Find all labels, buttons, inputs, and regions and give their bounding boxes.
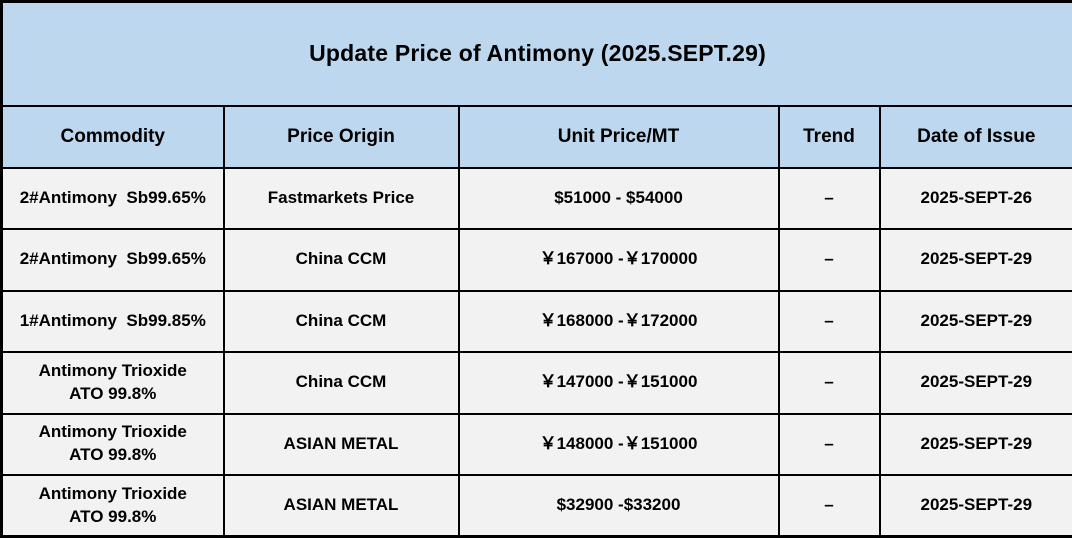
commodity-cell: 1#Antimony Sb99.85% [0, 289, 225, 353]
date-of-issue-cell: 2025-SEPT-29 [878, 351, 1072, 415]
date-of-issue-cell: 2025-SEPT-29 [878, 289, 1072, 353]
column-header-date-of-issue: Date of Issue [878, 104, 1072, 169]
table-row: Antimony Trioxide ATO 99.8% ASIAN METAL … [0, 412, 1072, 476]
trend-cell: – [777, 166, 881, 230]
commodity-cell: 2#Antimony Sb99.65% [0, 228, 225, 292]
page-title: Update Price of Antimony (2025.SEPT.29) [0, 0, 1072, 107]
commodity-cell: Antimony Trioxide ATO 99.8% [0, 474, 225, 538]
column-header-trend: Trend [777, 104, 881, 169]
trend-cell: – [777, 474, 881, 538]
price-origin-cell: ASIAN METAL [222, 412, 460, 476]
unit-price-cell: ￥167000 -￥170000 [457, 228, 780, 292]
table-row: 1#Antimony Sb99.85% China CCM ￥168000 -￥… [0, 289, 1072, 353]
table-row: Antimony Trioxide ATO 99.8% China CCM ￥1… [0, 351, 1072, 415]
trend-cell: – [777, 228, 881, 292]
price-origin-cell: ASIAN METAL [222, 474, 460, 538]
date-of-issue-cell: 2025-SEPT-29 [878, 412, 1072, 476]
table-row: 2#Antimony Sb99.65% Fastmarkets Price $5… [0, 166, 1072, 230]
unit-price-cell: $32900 -$33200 [457, 474, 780, 538]
trend-cell: – [777, 412, 881, 476]
title-row: Update Price of Antimony (2025.SEPT.29) [0, 0, 1072, 107]
price-origin-cell: China CCM [222, 228, 460, 292]
trend-cell: – [777, 351, 881, 415]
column-header-commodity: Commodity [0, 104, 225, 169]
price-origin-cell: China CCM [222, 289, 460, 353]
price-origin-cell: Fastmarkets Price [222, 166, 460, 230]
unit-price-cell: ￥168000 -￥172000 [457, 289, 780, 353]
column-header-price-origin: Price Origin [222, 104, 460, 169]
table-row: Antimony Trioxide ATO 99.8% ASIAN METAL … [0, 474, 1072, 538]
commodity-cell: 2#Antimony Sb99.65% [0, 166, 225, 230]
unit-price-cell: ￥147000 -￥151000 [457, 351, 780, 415]
commodity-cell: Antimony Trioxide ATO 99.8% [0, 351, 225, 415]
date-of-issue-cell: 2025-SEPT-29 [878, 474, 1072, 538]
unit-price-cell: ￥148000 -￥151000 [457, 412, 780, 476]
unit-price-cell: $51000 - $54000 [457, 166, 780, 230]
table-row: 2#Antimony Sb99.65% China CCM ￥167000 -￥… [0, 228, 1072, 292]
column-header-unit-price: Unit Price/MT [457, 104, 780, 169]
commodity-cell: Antimony Trioxide ATO 99.8% [0, 412, 225, 476]
date-of-issue-cell: 2025-SEPT-29 [878, 228, 1072, 292]
trend-cell: – [777, 289, 881, 353]
column-header-row: Commodity Price Origin Unit Price/MT Tre… [0, 104, 1072, 169]
date-of-issue-cell: 2025-SEPT-26 [878, 166, 1072, 230]
price-origin-cell: China CCM [222, 351, 460, 415]
